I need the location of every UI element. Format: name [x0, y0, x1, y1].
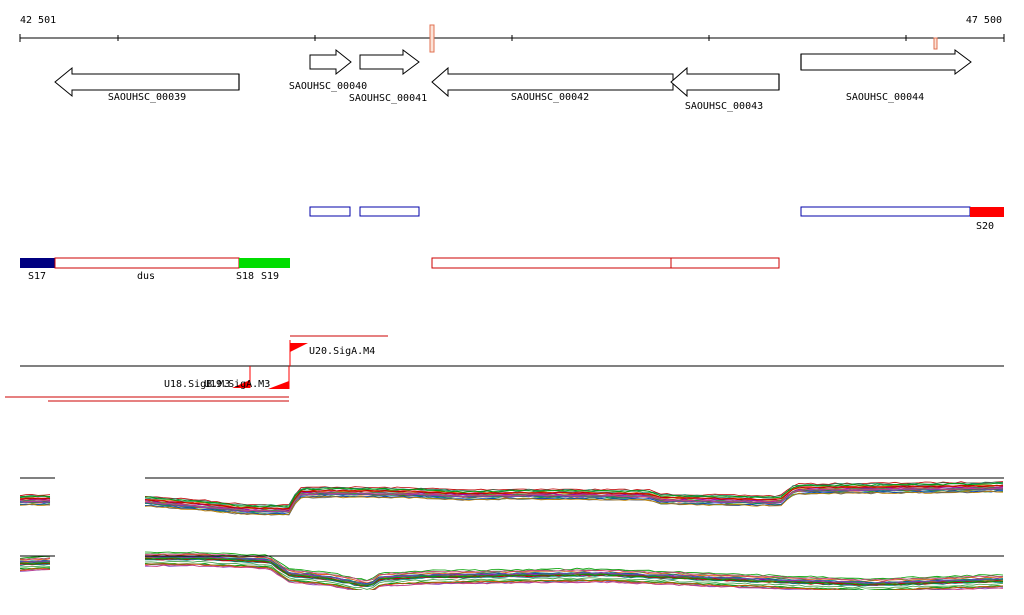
gene-label: SAOUHSC_00042: [511, 92, 589, 103]
gene-track: SAOUHSC_00039 SAOUHSC_00040 SAOUHSC_0004…: [54, 48, 972, 112]
gene-arrow[interactable]: [309, 48, 352, 76]
segment-label: S18: [236, 271, 254, 282]
gene-label: SAOUHSC_00044: [846, 92, 924, 103]
promoter-label: U19.SigA.M3: [204, 379, 270, 390]
expression-line: [144, 487, 1004, 513]
segment-block[interactable]: [20, 258, 55, 268]
expression-line: [144, 556, 1004, 586]
segment-track: S17 dus S18 S19: [20, 257, 780, 282]
segment-box[interactable]: [670, 257, 780, 269]
expression-line: [20, 569, 51, 572]
expression-line: [20, 567, 51, 571]
promoter-label: U18.SigB.M3: [164, 379, 230, 390]
expression-line: [144, 555, 1004, 585]
promoter-marker[interactable]: [289, 340, 308, 366]
ruler-end-label: 47 500: [966, 15, 1002, 26]
expression-line: [20, 495, 51, 498]
expression-line: [144, 482, 1004, 508]
position-marker[interactable]: [429, 24, 435, 53]
segment-label: dus: [137, 271, 155, 282]
expression-line: [144, 553, 1004, 582]
gene-label: SAOUHSC_00041: [349, 93, 427, 104]
promoter-label: U20.SigA.M4: [309, 346, 375, 357]
expression-line: [20, 503, 51, 506]
expression-line: [144, 564, 1004, 590]
segment-label: S20: [976, 221, 994, 232]
gene-label: SAOUHSC_00039: [108, 92, 186, 103]
expression-line: [144, 563, 1004, 590]
feature-track: S20: [309, 206, 1004, 232]
segment-block[interactable]: [239, 258, 290, 268]
expression-track-bottom: [20, 551, 1004, 590]
expression-line: [144, 551, 1004, 581]
coordinate-ruler: 42 501 47 500: [19, 15, 1005, 42]
segment-box[interactable]: [54, 257, 240, 269]
gene-arrow[interactable]: [54, 66, 240, 98]
expression-line: [20, 562, 51, 565]
promoter-track: U20.SigA.M4 U18.SigB.M3 U19.SigA.M3: [5, 335, 1004, 402]
gene-label: SAOUHSC_00043: [685, 101, 763, 112]
segment-block[interactable]: [970, 207, 1004, 217]
segment-label: S17: [28, 271, 46, 282]
expression-line: [20, 499, 51, 503]
expression-line: [20, 558, 51, 561]
expression-line: [20, 557, 51, 560]
expression-line: [20, 501, 51, 503]
gene-arrow[interactable]: [670, 66, 780, 98]
feature-box[interactable]: [800, 206, 971, 217]
expression-line: [145, 557, 1004, 587]
segment-label: S19: [261, 271, 279, 282]
position-marker-small[interactable]: [933, 37, 938, 50]
expression-line: [20, 563, 51, 567]
feature-box[interactable]: [309, 206, 351, 217]
gene-arrow[interactable]: [359, 49, 420, 75]
promoter-marker[interactable]: [232, 366, 251, 388]
expression-line: [20, 494, 51, 497]
expression-line: [20, 565, 51, 568]
expression-line: [144, 560, 1004, 590]
gene-arrow[interactable]: [800, 49, 972, 75]
expression-line: [20, 497, 51, 500]
expression-line: [144, 490, 1004, 516]
segment-box[interactable]: [431, 257, 672, 269]
expression-line: [20, 560, 51, 563]
ruler-start-label: 42 501: [20, 15, 56, 26]
expression-line: [20, 567, 51, 570]
expression-line: [144, 484, 1004, 510]
gene-label: SAOUHSC_00040: [289, 81, 367, 92]
expression-line: [144, 482, 1004, 509]
promoter-marker[interactable]: [268, 366, 290, 389]
expression-track-top: [20, 477, 1004, 516]
expression-line: [144, 488, 1004, 513]
feature-box[interactable]: [359, 206, 420, 217]
